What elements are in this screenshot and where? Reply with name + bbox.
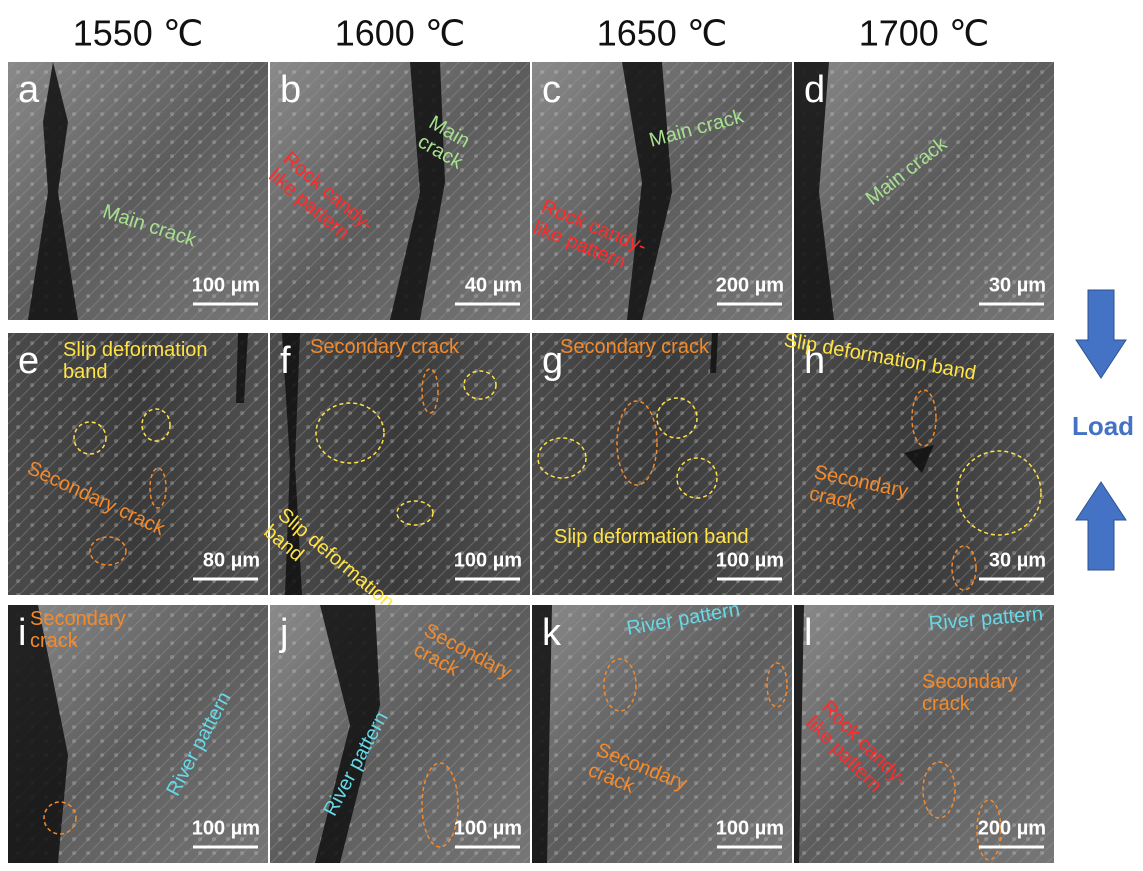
panel-label: l: [804, 612, 812, 654]
annotation-line: crack: [922, 693, 971, 715]
annotation-line: Secondary crack: [560, 336, 710, 358]
scale-bar-label: 100 µm: [716, 817, 784, 839]
panel-label: i: [18, 612, 26, 654]
annotation-line: Secondary: [30, 608, 126, 630]
column-header: 1700 ℃: [859, 13, 990, 54]
load-arrow-up: [1076, 482, 1126, 570]
column-header: 1600 ℃: [335, 13, 466, 54]
side-label: Load: [1072, 411, 1134, 441]
scale-bar-label: 200 µm: [978, 817, 1046, 839]
load-arrow-down: [1076, 290, 1126, 378]
scale-bar-label: 40 µm: [465, 274, 522, 296]
column-header: 1550 ℃: [73, 13, 204, 54]
annotation-line: band: [63, 361, 108, 383]
annotation-line: Secondary: [922, 671, 1018, 693]
scale-bar-label: 30 µm: [989, 549, 1046, 571]
annotation-line: Slip deformation band: [554, 526, 749, 548]
annotation-line: crack: [30, 630, 79, 652]
column-header: 1650 ℃: [597, 13, 728, 54]
annotation: Secondary crack: [560, 336, 710, 358]
scale-bar-label: 30 µm: [989, 274, 1046, 296]
panel-label: j: [279, 612, 288, 654]
scale-bar-label: 200 µm: [716, 274, 784, 296]
annotation: Secondary crack: [310, 336, 460, 358]
panel-label: k: [542, 612, 562, 654]
scale-bar-label: 100 µm: [454, 549, 522, 571]
annotation: Slip deformation band: [554, 526, 749, 548]
scale-bar-label: 100 µm: [192, 274, 260, 296]
scale-bar-label: 100 µm: [454, 817, 522, 839]
panel-label: b: [280, 69, 301, 111]
annotation-line: Secondary crack: [310, 336, 460, 358]
scale-bar-label: 80 µm: [203, 549, 260, 571]
panel-label: c: [542, 69, 561, 111]
panel-label: a: [18, 69, 40, 111]
panel-label: f: [280, 340, 291, 382]
annotation-line: Slip deformation: [63, 339, 208, 361]
panel-label: e: [18, 340, 39, 382]
scale-bar-label: 100 µm: [716, 549, 784, 571]
scale-bar-label: 100 µm: [192, 817, 260, 839]
figure: Load 1550 ℃ 1600 ℃ 1650 ℃ 1700 ℃ aMain crack…: [0, 0, 1143, 866]
panel-label: d: [804, 69, 825, 111]
